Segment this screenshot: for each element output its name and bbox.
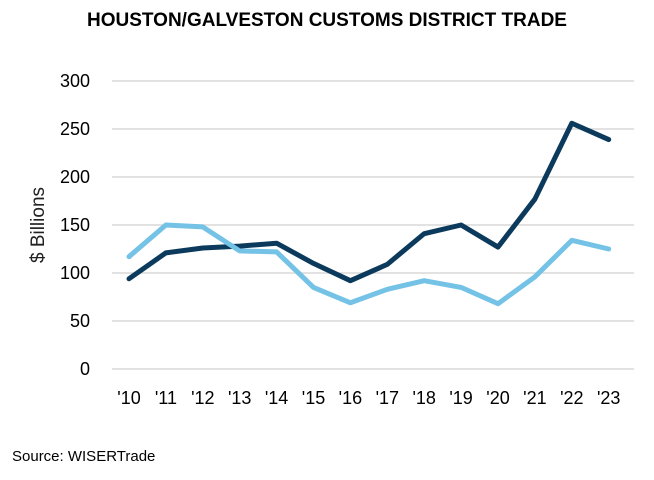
y-tick-label: 200 bbox=[60, 167, 90, 187]
x-tick-label: '10 bbox=[117, 388, 140, 408]
series-2-line bbox=[126, 222, 612, 307]
y-axis-label: $ Billions bbox=[28, 187, 49, 263]
x-tick-label: '19 bbox=[449, 388, 472, 408]
x-tick-label: '22 bbox=[560, 388, 583, 408]
source-note: Source: WISERTrade bbox=[12, 448, 156, 465]
x-tick-label: '11 bbox=[155, 388, 177, 408]
x-tick-label: '17 bbox=[376, 388, 399, 408]
y-tick-label: 300 bbox=[60, 71, 90, 91]
y-tick-label: 100 bbox=[60, 263, 90, 283]
y-tick-label: 250 bbox=[60, 119, 90, 139]
y-tick-label: 150 bbox=[60, 215, 90, 235]
y-tick-label: 50 bbox=[70, 311, 90, 331]
x-tick-label: '21 bbox=[523, 388, 546, 408]
x-tick-label: '15 bbox=[302, 388, 325, 408]
x-tick-label: '20 bbox=[486, 388, 509, 408]
x-tick-label: '23 bbox=[597, 388, 620, 408]
series-1-line bbox=[126, 120, 612, 284]
x-tick-label: '14 bbox=[265, 388, 288, 408]
y-tick-label: 0 bbox=[80, 359, 90, 379]
x-tick-label: '16 bbox=[339, 388, 362, 408]
chart-title: HOUSTON/GALVESTON CUSTOMS DISTRICT TRADE bbox=[87, 10, 567, 31]
x-tick-label: '18 bbox=[412, 388, 435, 408]
x-tick-label: '12 bbox=[191, 388, 214, 408]
x-tick-label: '13 bbox=[228, 388, 251, 408]
